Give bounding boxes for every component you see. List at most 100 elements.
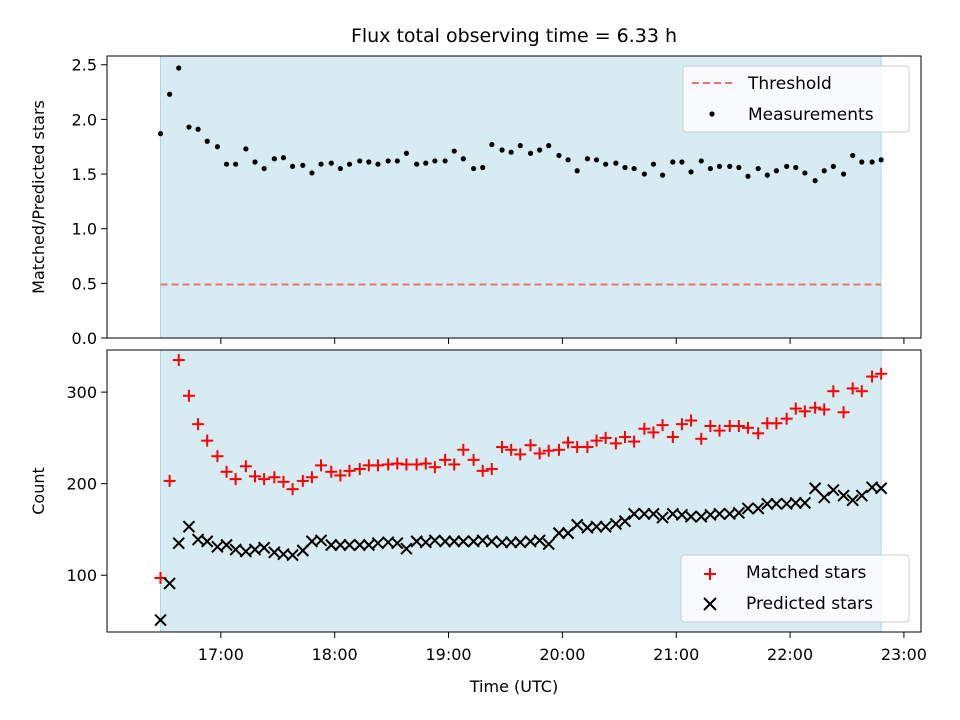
matched-point <box>220 465 233 478</box>
matched-point <box>524 439 537 452</box>
predicted-point <box>732 506 746 520</box>
top-legend: Threshold Measurements <box>682 65 910 133</box>
matched-point <box>485 463 498 476</box>
matched-point <box>818 403 831 416</box>
predicted-legend-label: Predicted stars <box>746 594 873 614</box>
predicted-point <box>325 538 338 552</box>
matched-point <box>628 435 641 448</box>
predicted-point <box>789 496 802 510</box>
measurement-point <box>432 158 438 164</box>
measurement-point <box>309 170 315 176</box>
bottom-y-ticks: 100 200 300 <box>66 383 107 585</box>
measurement-point <box>366 159 372 165</box>
measurement-point <box>821 168 827 174</box>
matched-point <box>467 453 480 466</box>
top-axes-frame <box>106 55 922 339</box>
predicted-point <box>343 538 356 552</box>
measurement-point <box>707 165 713 172</box>
matched-point <box>685 414 698 427</box>
measurement-point <box>670 159 676 165</box>
measurement-point <box>622 164 628 171</box>
matched-point <box>552 443 565 456</box>
matched-point <box>770 417 783 430</box>
matched-point <box>704 419 717 432</box>
matched-point <box>229 473 242 486</box>
predicted-point <box>656 511 669 524</box>
matched-point <box>571 441 584 454</box>
x-tick-label: 18:00 <box>312 645 358 664</box>
measurement-point <box>850 152 856 159</box>
measurement-point <box>233 161 239 167</box>
top-y-axis-label: Matched/Predicted stars <box>29 100 48 294</box>
matched-point <box>619 430 631 443</box>
x-tick-label: 22:00 <box>767 645 813 664</box>
matched-point <box>353 463 366 476</box>
count-points <box>154 354 888 627</box>
x-tick-label: 20:00 <box>539 645 585 664</box>
top-y-ticks: 0.0 0.5 1.0 1.5 2.0 2.5 <box>72 56 107 348</box>
measurement-point <box>252 159 258 165</box>
matched-point <box>211 450 224 463</box>
measurement-point <box>859 159 865 165</box>
measurement-point <box>442 158 448 164</box>
measurement-point <box>403 150 410 156</box>
predicted-point <box>741 502 755 515</box>
measurement-point <box>186 124 192 130</box>
measurement-point <box>271 156 277 162</box>
matched-point <box>448 458 461 471</box>
predicted-point <box>286 548 299 562</box>
bottom-y-axis-label: Count <box>29 467 48 515</box>
matched-point <box>476 464 489 477</box>
measurement-point <box>499 147 505 153</box>
matched-point <box>457 443 470 456</box>
matched-point <box>581 441 594 454</box>
matched-point <box>741 421 754 434</box>
bottom-axes-frame <box>106 349 922 633</box>
predicted-point <box>163 577 176 590</box>
predicted-legend-swatch <box>703 597 717 611</box>
measurement-point <box>537 147 543 153</box>
measurement-point <box>423 160 429 166</box>
measurement-point <box>214 144 221 150</box>
predicted-point <box>570 518 584 532</box>
measurement-point <box>546 143 552 149</box>
matched-point <box>505 443 518 456</box>
predicted-point <box>495 536 509 549</box>
y-tick-label: 1.0 <box>72 220 97 239</box>
x-axis-label: Time (UTC) <box>469 677 558 696</box>
predicted-point <box>552 526 566 540</box>
predicted-point <box>770 497 783 511</box>
measurement-point <box>830 163 836 169</box>
predicted-point <box>846 493 859 507</box>
predicted-point <box>504 536 518 549</box>
matched-point <box>666 430 679 443</box>
predicted-point <box>837 489 850 502</box>
predicted-point <box>428 534 442 547</box>
y-tick-label: 2.5 <box>72 56 97 75</box>
matched-point <box>268 471 281 484</box>
measurement-point <box>357 158 363 164</box>
predicted-point <box>713 507 726 521</box>
predicted-point <box>533 534 546 547</box>
measurement-point <box>243 146 249 152</box>
matched-point <box>789 402 802 415</box>
predicted-point <box>618 515 632 528</box>
measurement-point <box>584 156 591 162</box>
measurement-point <box>736 164 742 171</box>
measurement-point <box>764 172 770 178</box>
measurement-point <box>385 158 391 164</box>
matched-point <box>334 469 347 482</box>
matched-point <box>400 458 413 471</box>
measurement-point <box>688 169 694 175</box>
predicted-point <box>457 535 470 548</box>
measurement-point <box>613 160 619 166</box>
measurement-point <box>755 165 761 172</box>
matched-point <box>609 437 622 450</box>
predicted-point <box>542 537 555 551</box>
measurement-point <box>650 161 657 167</box>
measurement-point <box>727 163 733 169</box>
matched-point <box>590 434 603 447</box>
predicted-point <box>855 489 869 502</box>
predicted-point <box>448 535 461 548</box>
matched-point <box>277 475 290 488</box>
